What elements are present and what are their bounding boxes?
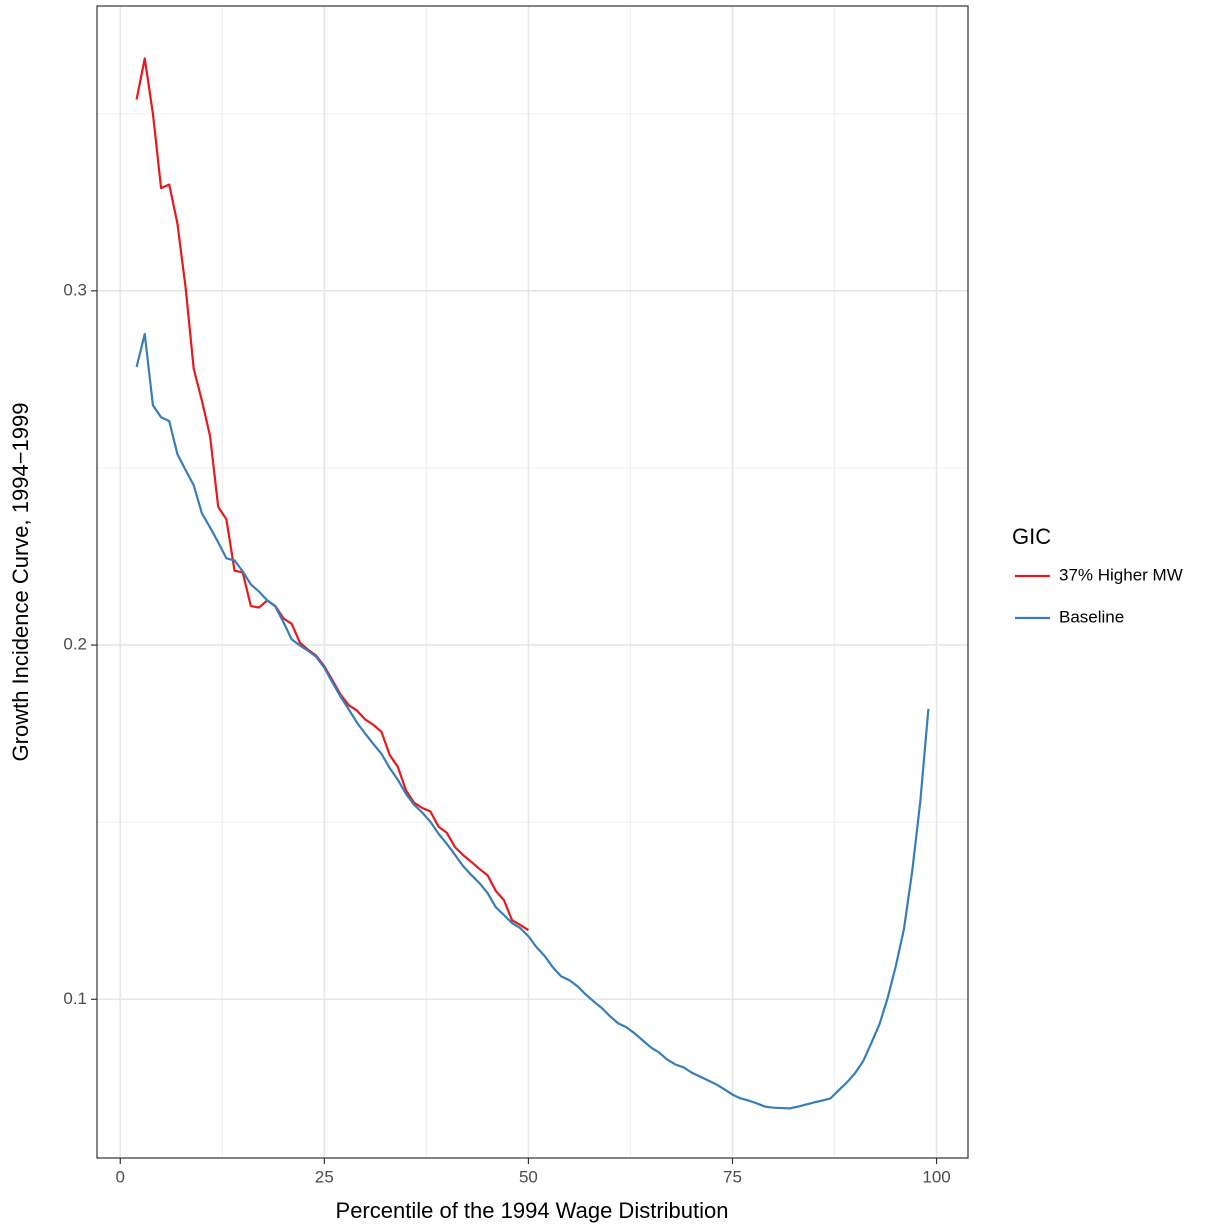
y-axis-title: Growth Incidence Curve, 1994−1999 [8, 403, 33, 762]
grid [97, 6, 968, 1158]
x-tick-label: 25 [315, 1167, 334, 1186]
x-tick-label: 100 [922, 1167, 950, 1186]
series-line [135, 332, 930, 1110]
legend-label: 37% Higher MW [1059, 565, 1183, 584]
x-tick-label: 0 [116, 1167, 125, 1186]
x-axis-title: Percentile of the 1994 Wage Distribution [336, 1198, 729, 1223]
x-tick-label: 50 [519, 1167, 538, 1186]
legend-title: GIC [1012, 524, 1051, 549]
x-tick-label: 75 [723, 1167, 742, 1186]
panel-border [96, 5, 969, 1159]
y-tick-label: 0.1 [63, 989, 87, 1008]
legend: GIC 37% Higher MW Baseline [1012, 524, 1183, 627]
legend-label: Baseline [1059, 607, 1124, 626]
y-tick-label: 0.2 [63, 635, 87, 654]
plot-lines [135, 57, 930, 1110]
y-tick-label: 0.3 [63, 280, 87, 299]
axes: 0 25 50 75 100 0.1 0.2 0.3 [63, 280, 950, 1186]
